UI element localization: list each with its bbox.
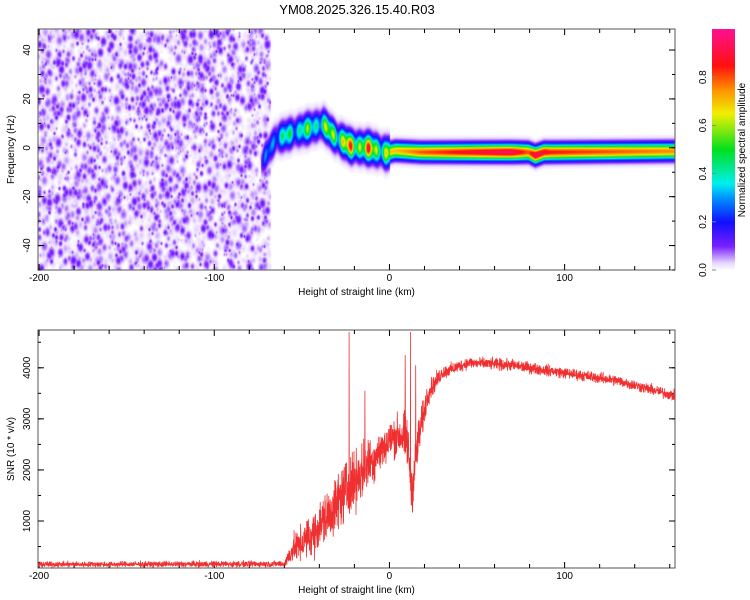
colorbar-tick-label: 0.0 [698,263,709,277]
plot-frame-0 [37,28,676,271]
y-tick-label: 4000 [22,356,33,379]
y-tick-label: 3000 [22,407,33,430]
y-tick-label: -40 [22,238,33,253]
y-axis-label: SNR (10 * v/v) [6,417,17,481]
y-axis-label: Frequency (Hz) [6,115,17,184]
x-tick-label: 100 [556,273,573,284]
plot-frame-1 [37,329,676,569]
y-tick-label: 2000 [22,458,33,481]
x-axis-label: Height of straight line (km) [298,585,415,596]
colorbar-tick-label: 0.4 [698,166,709,180]
y-tick-label: 1000 [22,509,33,532]
colorbar-tick-label: 0.2 [698,214,709,228]
x-tick-label: -100 [204,273,224,284]
x-tick-label: -200 [29,273,49,284]
y-tick-label: 0 [22,145,33,151]
x-axis-label: Height of straight line (km) [298,287,415,298]
x-tick-label: -100 [204,571,224,582]
x-tick-label: -200 [29,571,49,582]
x-tick-label: 0 [387,273,393,284]
spectrogram-heatmap [38,29,675,270]
x-tick-label: 100 [556,571,573,582]
snr-plot-group [38,331,675,568]
colorbar-label: Normalized spectral amplitude [737,82,748,217]
y-tick-label: 20 [22,93,33,105]
y-tick-label: -20 [22,189,33,204]
y-tick-label: 40 [22,44,33,56]
colorbar [712,29,735,270]
colorbar-tick-label: 0.8 [698,70,709,84]
snr-series-line [38,331,675,568]
figure-title: YM08.2025.326.15.40.R03 [279,2,435,17]
x-tick-label: 0 [387,571,393,582]
colorbar-tick-label: 0.6 [698,118,709,132]
